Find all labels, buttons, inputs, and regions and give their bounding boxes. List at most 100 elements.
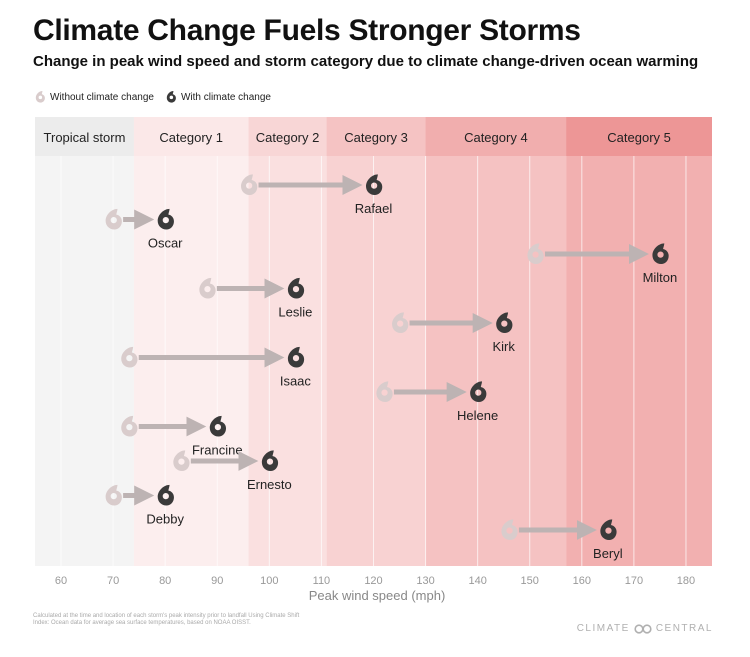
storm-label: Helene (457, 408, 498, 423)
storm-dark-icon (157, 208, 174, 230)
storm-dark-icon (287, 277, 305, 299)
category-header-cat4 (425, 117, 567, 156)
storm-light-icon (199, 277, 216, 299)
storm-dark-icon (470, 381, 487, 402)
x-tick-label: 70 (107, 575, 119, 587)
storm-without-icon (105, 208, 122, 230)
storm-label: Beryl (593, 546, 623, 561)
storm-with-icon (287, 277, 305, 299)
storm-dark-icon (261, 450, 279, 471)
storm-light-icon (121, 346, 138, 368)
x-tick-label: 140 (468, 575, 486, 587)
storm-label: Kirk (492, 339, 515, 354)
category-header-cat1 (133, 117, 249, 156)
storm-dark-icon (209, 415, 227, 437)
storm-label: Leslie (278, 305, 312, 320)
storm-label: Isaac (280, 374, 312, 389)
storm-dark-icon (157, 484, 174, 506)
category-band-cat5 (566, 117, 712, 566)
storm-dark-icon (287, 346, 305, 368)
storm-without-icon (527, 243, 544, 264)
brand-text-left: CLIMATE (576, 623, 630, 634)
storm-label: Debby (146, 512, 184, 527)
storm-without-icon (501, 519, 518, 540)
storm-without-icon (376, 381, 393, 402)
storm-label: Oscar (148, 236, 183, 251)
x-tick-label: 130 (416, 575, 434, 587)
storm-light-icon (105, 484, 122, 506)
category-header-tropical-storm (35, 117, 134, 156)
storm-light-icon (501, 519, 518, 540)
storm-label: Ernesto (247, 477, 292, 492)
category-band-cat2 (248, 117, 327, 566)
category-band-cat4 (425, 117, 567, 566)
storm-without-icon (173, 450, 190, 471)
legend-label-without: Without climate change (50, 91, 154, 103)
storm-without-icon (199, 277, 216, 299)
storm-dark-icon (166, 91, 176, 103)
storm-with-icon (496, 312, 513, 333)
storm-without-icon (241, 174, 258, 195)
storm-label: Milton (643, 270, 678, 285)
storm-dark-icon (652, 243, 669, 264)
storm-dark-icon (600, 519, 617, 540)
storm-without-icon (121, 415, 138, 437)
category-label: Category 2 (256, 130, 320, 145)
x-axis-label: Peak wind speed (mph) (308, 588, 446, 603)
storm-label: Rafael (355, 201, 393, 216)
storm-with-icon (600, 519, 617, 540)
storm-dark-icon (496, 312, 513, 333)
category-header-cat2 (248, 117, 327, 156)
brand-mark-icon (634, 623, 652, 634)
storm-dark-icon (366, 174, 383, 195)
x-tick-label: 80 (159, 575, 171, 587)
storm-light-icon (241, 174, 258, 195)
storm-with-icon (470, 381, 487, 402)
storm-without-icon (121, 346, 138, 368)
storm-light-icon (392, 312, 409, 333)
x-tick-label: 100 (260, 575, 278, 587)
legend: Without climate change With climate chan… (33, 90, 271, 104)
x-tick-label: 170 (625, 575, 643, 587)
x-tick-label: 90 (211, 575, 223, 587)
category-label: Tropical storm (44, 130, 126, 145)
legend-label-with: With climate change (180, 91, 271, 103)
x-tick-label: 160 (573, 575, 591, 587)
storm-light-icon (121, 415, 138, 437)
legend-item-with: With climate change (164, 90, 271, 104)
x-tick-label: 120 (364, 575, 382, 587)
storm-light-icon (105, 208, 122, 230)
storm-with-icon (157, 484, 174, 506)
category-label: Category 3 (344, 130, 408, 145)
storm-with-icon (209, 415, 227, 437)
category-label: Category 4 (464, 130, 528, 145)
chart-subtitle: Change in peak wind speed and storm cate… (33, 53, 699, 70)
storm-with-icon (652, 243, 669, 264)
storm-with-icon (261, 450, 279, 471)
storm-without-icon (105, 484, 122, 506)
x-tick-label: 60 (55, 575, 67, 587)
category-label: Category 5 (607, 130, 671, 145)
x-tick-label: 150 (521, 575, 539, 587)
x-tick-label: 180 (677, 575, 695, 587)
storm-with-icon (157, 208, 174, 230)
storm-with-icon (366, 174, 383, 195)
category-header-cat3 (326, 117, 426, 156)
category-label: Category 1 (159, 130, 223, 145)
storm-light-icon (527, 243, 544, 264)
brand-text-right: CENTRAL (655, 623, 713, 634)
legend-item-without: Without climate change (33, 90, 154, 104)
chart-title: Climate Change Fuels Stronger Storms (33, 14, 581, 47)
category-band-cat1 (133, 117, 249, 566)
category-header-cat5 (566, 117, 712, 156)
storm-label: Francine (192, 443, 243, 458)
footnote: Calculated at the time and location of e… (33, 613, 300, 626)
x-tick-label: 110 (313, 575, 331, 587)
brand-logo: CLIMATE CENTRAL (577, 623, 713, 634)
storm-light-icon (35, 91, 45, 103)
storm-with-icon (287, 346, 305, 368)
storm-without-icon (392, 312, 409, 333)
storm-light-icon (173, 450, 190, 471)
storm-light-icon (376, 381, 393, 402)
